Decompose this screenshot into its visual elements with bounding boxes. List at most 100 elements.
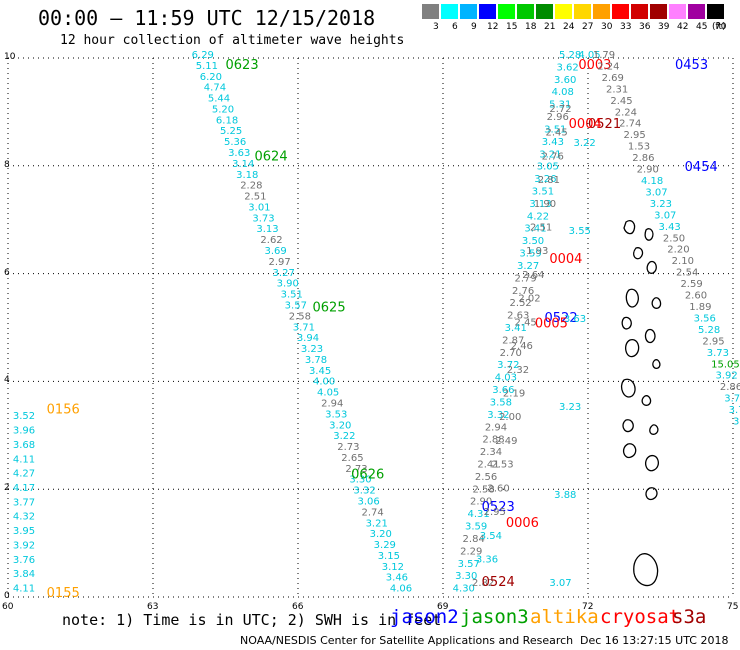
legend-label: 3 xyxy=(433,22,439,32)
y-tick-label: 4 xyxy=(4,375,10,386)
time-label: 0624 xyxy=(255,149,288,164)
wave-height-label: 2.00 xyxy=(499,412,521,423)
wave-height-label: 3.63 xyxy=(228,148,250,159)
wave-height-label: 3.06 xyxy=(357,496,379,507)
wave-height-label: 2.02 xyxy=(518,294,540,305)
time-label: 0005 xyxy=(535,317,568,332)
wave-height-label: 3.73 xyxy=(252,213,274,224)
footer-timestamp: Dec 16 13:27:15 UTC 2018 xyxy=(580,634,729,647)
wave-height-label: 3.29 xyxy=(374,540,396,551)
legend-label: 33 xyxy=(620,22,632,32)
wave-height-label: 3.05 xyxy=(537,162,559,173)
page-subtitle: 12 hour collection of altimeter wave hei… xyxy=(60,33,405,48)
satellite-altika: altika xyxy=(530,606,599,628)
wave-height-label: 3.20 xyxy=(329,420,351,431)
wave-height-label: 2.46 xyxy=(511,341,533,352)
wave-height-label: 2.19 xyxy=(503,388,525,399)
wave-height-label: 5.28 xyxy=(698,325,720,336)
wave-height-label: 3.51 xyxy=(544,124,566,135)
legend-swatch xyxy=(441,4,458,19)
satellite-cryosat: cryosat xyxy=(600,606,681,628)
island-outline xyxy=(641,228,662,435)
wave-height-label: 2.82 xyxy=(472,578,494,589)
wave-height-label: 3.60 xyxy=(554,75,576,86)
legend-label: 70 xyxy=(715,22,727,32)
wave-height-label: 2.74 xyxy=(619,119,641,130)
wave-height-label: 15.05 xyxy=(711,359,740,370)
legend-label: 18 xyxy=(525,22,537,32)
wave-height-label: 2.41 xyxy=(477,460,499,471)
wave-height-label: 3.41 xyxy=(505,323,527,334)
time-label: 0623 xyxy=(226,58,259,73)
wave-height-label: 3.15 xyxy=(378,551,400,562)
wave-height-label: 1.53 xyxy=(628,142,650,153)
wave-height-label: 2.49 xyxy=(495,436,517,447)
wave-height-label: 1.90 xyxy=(534,199,556,210)
wave-height-label: 3.55 xyxy=(569,226,591,237)
wave-height-label: 3.95 xyxy=(13,526,35,537)
time-label: 0625 xyxy=(313,300,346,315)
x-tick-label: 72 xyxy=(582,602,594,612)
wave-height-label: 1.89 xyxy=(689,302,711,313)
wave-height-label: 3.22 xyxy=(574,138,596,149)
wave-height-label: 3.84 xyxy=(13,569,35,580)
y-tick-label: 2 xyxy=(4,483,10,494)
wave-height-label: 4.30 xyxy=(453,584,475,595)
legend-swatch xyxy=(631,4,648,19)
x-tick-label: 75 xyxy=(727,602,739,612)
wave-height-label: 3.23 xyxy=(650,199,672,210)
wave-height-label: 2.62 xyxy=(260,235,282,246)
legend-label: 12 xyxy=(487,22,499,32)
wave-height-label: 3.01 xyxy=(248,202,270,213)
legend-label: 6 xyxy=(452,22,458,32)
wave-height-label: 2.28 xyxy=(240,181,262,192)
wave-height-label: 3.07 xyxy=(549,578,571,589)
wave-height-label: 3.96 xyxy=(13,426,35,437)
wave-height-label: 3.07 xyxy=(645,187,667,198)
wave-height-label: 3.94 xyxy=(297,333,319,344)
wave-height-label: 3.23 xyxy=(301,344,323,355)
wave-height-label: 4.06 xyxy=(390,584,412,595)
footer-credit: NOAA/NESDIS Center for Satellite Applica… xyxy=(240,634,574,647)
wave-height-label: 2.90 xyxy=(470,497,492,508)
x-tick-label: 60 xyxy=(2,602,14,612)
time-label: 0006 xyxy=(506,516,539,531)
wave-height-label: 2.56 xyxy=(475,472,497,483)
wave-height-label: 6.29 xyxy=(192,50,214,61)
time-label: 0626 xyxy=(351,467,384,482)
wave-height-label: 3.78 xyxy=(305,355,327,366)
footer-note: note: 1) Time is in UTC; 2) SWH is in fe… xyxy=(62,611,442,629)
wave-height-label: 3.59 xyxy=(465,522,487,533)
wave-height-label: 3.27 xyxy=(273,268,295,279)
wave-height-label: 4.05 xyxy=(317,388,339,399)
wave-height-label: 3.73 xyxy=(707,348,729,359)
page-title: 00:00 – 11:59 UTC 12/15/2018 xyxy=(38,6,376,30)
legend-label: 24 xyxy=(563,22,575,32)
wave-height-label: 3.69 xyxy=(264,246,286,257)
wave-height-label: 3.07 xyxy=(654,210,676,221)
wave-height-label: 3.43 xyxy=(659,222,681,233)
wave-height-label: 2.52 xyxy=(510,298,532,309)
land-outlines xyxy=(620,220,662,587)
wave-height-label: 3.57 xyxy=(458,559,480,570)
wave-height-label: 3.90 xyxy=(277,279,299,290)
wave-height-label: 3.30 xyxy=(455,571,477,582)
legend-label: 30 xyxy=(601,22,613,32)
wave-height-label: 1.79 xyxy=(593,50,615,61)
legend-label: 27 xyxy=(582,22,594,32)
wave-height-label: 3.57 xyxy=(285,300,307,311)
wave-height-label: 2.74 xyxy=(362,507,384,518)
legend-swatch xyxy=(650,4,667,19)
legend-label: 15 xyxy=(506,22,518,32)
wave-height-label: 3.12 xyxy=(382,562,404,573)
time-label: 0521 xyxy=(588,117,621,132)
wave-height-label: 3.51 xyxy=(532,187,554,198)
wave-height-label: 3.92 xyxy=(13,540,35,551)
wave-height-label: 3.45 xyxy=(309,366,331,377)
legend-swatch xyxy=(517,4,534,19)
wave-height-label: 3.50 xyxy=(522,236,544,247)
wave-height-label: 3.59 xyxy=(519,249,541,260)
wave-height-label: 2.73 xyxy=(337,442,359,453)
time-label: 0004 xyxy=(569,117,602,132)
